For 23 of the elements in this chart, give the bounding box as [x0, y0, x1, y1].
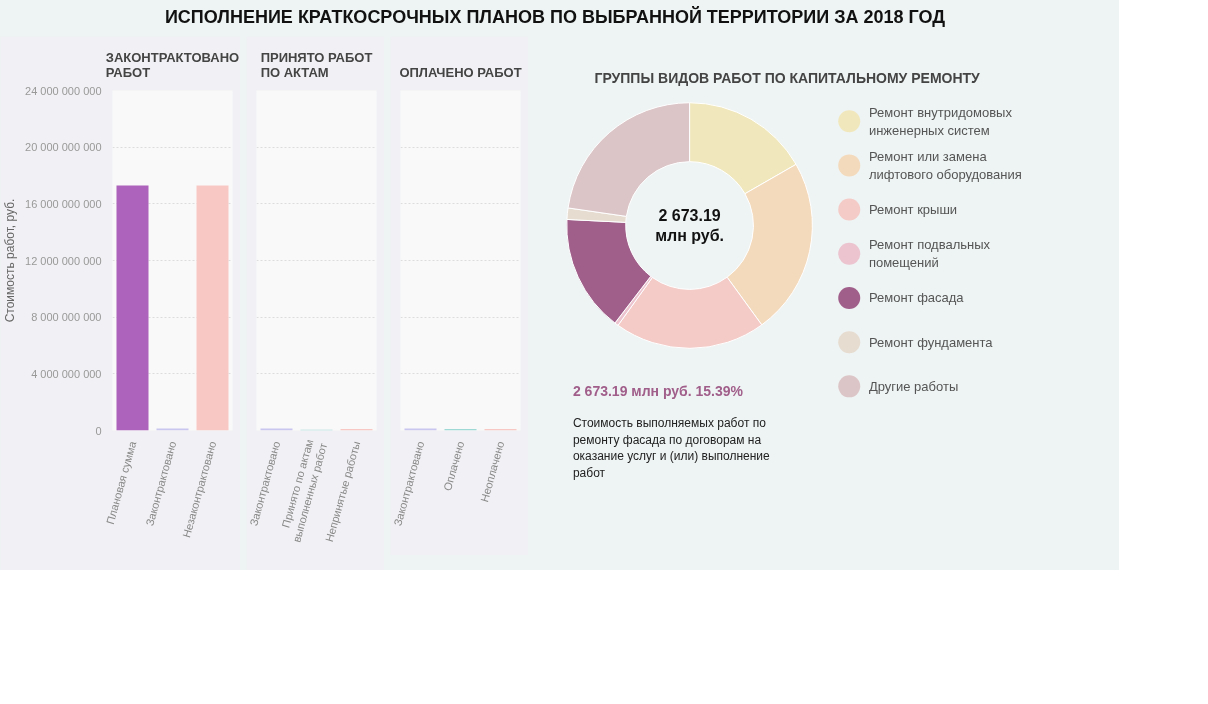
text: ИСПОЛНЕНИЕ КРАТКОСРОЧНЫХ ПЛАНОВ ПО ВЫБРАННОЙ ТЕРРИТОРИИ ЗА 2018 ГОД — [164, 5, 946, 29]
y-tick-label: 24 000 000 000 — [25, 84, 102, 97]
chart-title: ПРИНЯТО РАБОТ ПО АКТАМ — [260, 49, 373, 80]
y-tick-label: 8 000 000 000 — [31, 310, 102, 323]
text: 2 673.19 млн руб. 15.39% — [572, 382, 743, 399]
y-tick-label: 20 000 000 000 — [25, 140, 102, 153]
legend-label: Ремонт или замена лифтового оборудования — [868, 148, 1022, 182]
text: Стоимость выполняемых работ по ремонту фасада по договорам на оказание услуг и (или) выполнение работ — [572, 415, 771, 480]
legend-label: Ремонт фасада — [868, 290, 965, 306]
legend-label: Ремонт крыши — [868, 201, 958, 217]
y-tick-label: 4 000 000 000 — [31, 367, 102, 380]
legend-label: Ремонт фундамента — [868, 334, 994, 350]
chart-title: ГРУППЫ ВИДОВ РАБОТ ПО КАПИТАЛЬНОМУ РЕМОНТУ — [594, 69, 981, 86]
chart-title: ОПЛАЧЕНО РАБОТ — [399, 64, 522, 80]
legend-label: Ремонт подвальных помещений — [868, 236, 991, 270]
text: 2 673.19 млн руб. — [655, 206, 725, 244]
legend-label: Ремонт внутридомовых инженерных систем — [868, 104, 1013, 138]
y-tick-label: 16 000 000 000 — [25, 197, 102, 210]
y-tick-label: 0 — [95, 424, 102, 437]
y-axis-title: Стоимость работ, руб. — [3, 198, 18, 323]
y-tick-label: 12 000 000 000 — [25, 254, 102, 267]
legend-label: Другие работы — [868, 378, 959, 394]
chart-title: ЗАКОНТРАКТОВАНО РАБОТ — [105, 49, 240, 80]
